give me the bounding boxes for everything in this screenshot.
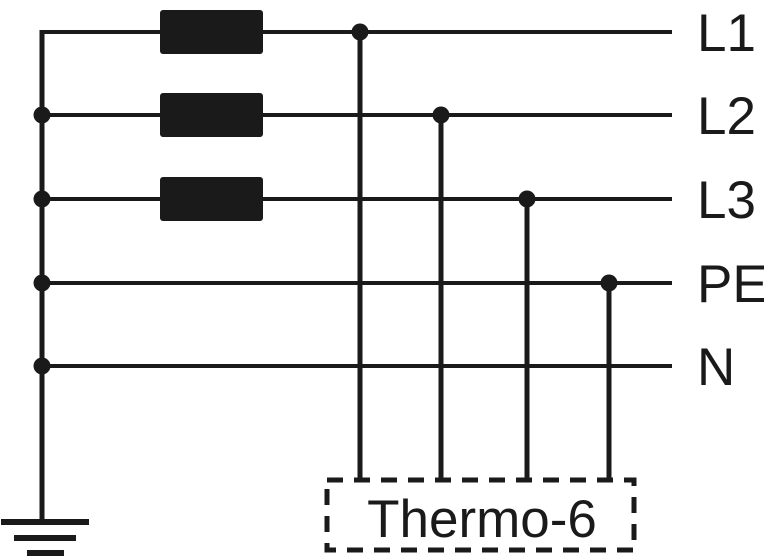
junction-dot-tap-L2	[432, 106, 450, 124]
junction-dot-tap-PE	[600, 274, 618, 292]
conductor-label-L3: L3	[697, 171, 756, 230]
ground-bar-middle	[14, 535, 76, 541]
junction-dot-bus-PE	[33, 274, 51, 292]
fuse-L1-icon	[160, 10, 263, 54]
junction-dot-tap-L1	[351, 23, 369, 41]
junction-dot-bus-L3	[33, 190, 51, 208]
junction-dot-bus-L2	[33, 106, 51, 124]
conductor-label-L2: L2	[697, 87, 756, 146]
conductor-label-PE: PE	[697, 255, 764, 314]
ground-bar-top	[1, 519, 89, 525]
device-label: Thermo-6	[367, 490, 597, 549]
conductor-label-N: N	[697, 338, 735, 397]
junction-dot-bus-N	[33, 357, 51, 375]
earth-ground-icon	[1, 519, 89, 556]
conductor-label-L1: L1	[697, 4, 756, 63]
fuse-L2-icon	[160, 93, 263, 137]
ground-bar-bottom	[27, 550, 64, 556]
junction-dot-tap-L3	[518, 190, 536, 208]
fuse-L3-icon	[160, 177, 263, 221]
